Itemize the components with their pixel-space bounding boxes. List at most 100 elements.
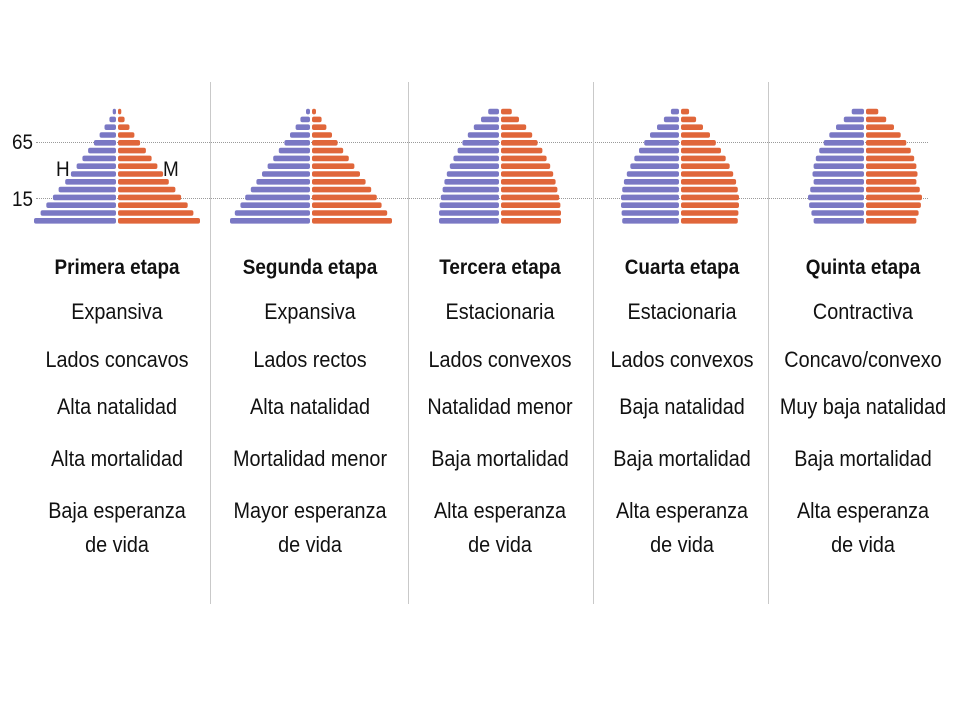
male-age-bar — [622, 218, 679, 224]
female-age-bar — [312, 147, 344, 154]
column-divider — [593, 82, 594, 604]
female-age-bar — [681, 108, 690, 115]
female-age-bar — [118, 155, 152, 162]
male-age-bar — [82, 155, 116, 162]
pyramid-2 — [230, 108, 392, 224]
male-age-bar — [240, 202, 310, 208]
female-age-bar — [866, 140, 907, 146]
female-age-bar — [866, 194, 922, 201]
male-age-bar — [488, 108, 499, 115]
female-age-bar — [681, 124, 703, 130]
female-age-bar — [312, 194, 377, 201]
female-age-bar — [312, 218, 392, 224]
male-age-bar — [813, 179, 864, 185]
stage-title: Primera etapa — [54, 256, 180, 279]
stage-life-expectancy-line1: Alta esperanza — [433, 498, 567, 523]
female-age-bar — [681, 210, 739, 216]
male-age-bar — [267, 163, 310, 169]
female-age-bar — [866, 132, 901, 138]
pyramid-3 — [439, 108, 561, 224]
female-age-bar — [312, 202, 382, 208]
male-age-bar — [284, 140, 310, 146]
stage-life-expectancy-line2: de vida — [278, 532, 342, 557]
pyramid-1 — [34, 108, 200, 224]
male-age-bar — [295, 124, 310, 130]
column-divider — [408, 82, 409, 604]
male-age-bar — [843, 116, 864, 123]
female-age-bar — [866, 186, 920, 193]
male-age-bar — [644, 140, 679, 146]
male-age-bar — [670, 108, 679, 115]
male-age-bar — [262, 171, 310, 177]
female-age-bar — [501, 171, 554, 177]
female-age-bar — [681, 163, 730, 169]
stage-natality: Natalidad menor — [427, 394, 573, 419]
female-age-bar — [866, 218, 917, 224]
female-age-bar — [501, 186, 558, 193]
male-age-bar — [851, 108, 864, 115]
female-age-bar — [312, 186, 372, 193]
male-age-bar — [300, 116, 310, 123]
male-age-bar — [278, 147, 310, 154]
male-age-bar — [34, 218, 116, 224]
male-age-bar — [70, 171, 116, 177]
stage-sides: Lados convexos — [610, 347, 754, 372]
female-age-bar — [501, 218, 561, 224]
female-age-bar — [312, 140, 338, 146]
stage-life-expectancy-line2: de vida — [650, 532, 714, 557]
stage-title: Cuarta etapa — [624, 256, 740, 279]
male-age-bar — [439, 218, 499, 224]
stage-sides: Lados concavos — [45, 347, 189, 372]
stage-mortality: Mortalidad menor — [232, 446, 388, 471]
female-age-bar — [118, 186, 176, 193]
age-label-15: 15 — [12, 188, 34, 211]
female-age-bar — [118, 116, 125, 123]
female-age-bar — [118, 202, 188, 208]
sex-label-women: M — [163, 158, 179, 181]
female-age-bar — [501, 140, 538, 146]
male-age-bar — [808, 194, 864, 201]
female-age-bar — [118, 171, 164, 177]
male-age-bar — [626, 171, 679, 177]
stage-sides: Lados rectos — [253, 347, 367, 372]
female-age-bar — [681, 194, 739, 201]
female-age-bar — [312, 116, 322, 123]
male-age-bar — [623, 179, 679, 185]
female-age-bar — [681, 132, 710, 138]
male-age-bar — [250, 186, 310, 193]
female-age-bar — [118, 194, 182, 201]
stage-life-expectancy-line1: Alta esperanza — [796, 498, 930, 523]
male-age-bar — [473, 124, 499, 130]
female-age-bar — [681, 179, 737, 185]
female-age-bar — [681, 140, 716, 146]
female-age-bar — [681, 202, 739, 208]
pyramid-5 — [808, 108, 922, 224]
male-age-bar — [639, 147, 679, 154]
male-age-bar — [812, 171, 864, 177]
male-age-bar — [446, 171, 499, 177]
male-age-bar — [809, 202, 864, 208]
female-age-bar — [866, 171, 918, 177]
stage-life-expectancy-line2: de vida — [468, 532, 532, 557]
female-age-bar — [681, 155, 726, 162]
male-age-bar — [467, 132, 499, 138]
female-age-bar — [312, 163, 355, 169]
stage-type: Expansiva — [71, 299, 163, 324]
male-age-bar — [621, 210, 679, 216]
female-age-bar — [501, 163, 551, 169]
female-age-bar — [118, 108, 122, 115]
stage-type: Estacionaria — [627, 299, 737, 324]
male-age-bar — [622, 186, 679, 193]
male-age-bar — [829, 132, 864, 138]
stage-life-expectancy-line1: Baja esperanza — [48, 498, 186, 523]
female-age-bar — [312, 179, 366, 185]
stage-natality: Alta natalidad — [249, 394, 370, 419]
stage-title: Segunda etapa — [242, 256, 378, 279]
female-age-bar — [312, 132, 332, 138]
male-age-bar — [819, 147, 864, 154]
female-age-bar — [866, 202, 921, 208]
male-age-bar — [813, 163, 864, 169]
female-age-bar — [501, 147, 543, 154]
stage-title: Tercera etapa — [439, 256, 561, 279]
male-age-bar — [621, 202, 679, 208]
